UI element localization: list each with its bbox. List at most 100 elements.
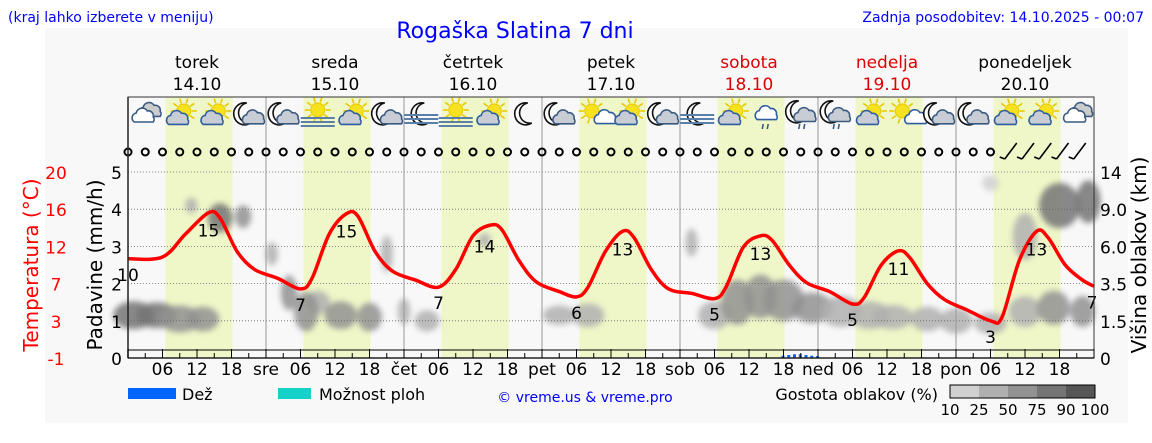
cloudy-icon [1062,101,1094,123]
wind-calm-icon [589,147,599,157]
sun-ray [621,102,627,107]
barb-shaft [1038,142,1052,160]
moon-fog-icon [404,102,439,126]
wind-calm-icon [434,147,443,157]
wind-calm-icon [813,147,823,157]
rain-drop [837,123,841,130]
sun-ray [737,98,741,104]
sun-ray [580,115,586,120]
sun-ray [224,115,230,120]
sun-ray [638,115,644,120]
precip-tick: 5 [111,164,122,184]
sun-ray [457,97,461,103]
precip-tick: 1 [111,313,122,333]
sun-disc [894,103,910,119]
barb-shaft [1055,142,1070,160]
cloud-scale-swatch [1008,385,1037,398]
wind-barb-icon [1033,142,1052,160]
legend: Dež Možnost ploh © vreme.us & vreme.pro … [128,384,1109,419]
day-date: 19.10 [863,75,912,95]
sun-ray [580,102,586,107]
moon-cloud-icon [922,102,956,126]
wind-calm-icon [382,147,392,157]
cloud-density-cell [234,205,252,229]
day-date: 20.10 [1001,75,1050,95]
sun-ray [862,102,868,107]
precipitation-axis-label: Padavine (mm/h) [83,179,107,350]
cloud-scale-swatch [950,385,979,398]
hour-tick: 12 [324,360,346,380]
sun-ray [1006,98,1011,104]
wind-calm-icon [865,147,875,157]
hour-tick: 06 [290,360,312,380]
cloud-shape [552,109,576,125]
day-abbr-tick: čet [391,360,418,380]
wind-calm-icon [313,147,323,157]
barb-flag [1051,156,1057,160]
barb-shaft [1021,142,1035,160]
wind-calm-icon [675,147,685,157]
sun-ray [586,98,591,104]
sun-ray [500,115,506,120]
hour-tick: 12 [738,360,760,380]
wind-calm-icon [951,147,961,157]
day-abbr-tick: ned [802,360,834,380]
wind-calm-icon [416,147,426,157]
cloud-shape [855,109,880,126]
hour-tick: 18 [911,360,933,380]
wind-calm-icon [917,147,926,157]
sun-ray [450,97,455,103]
partly-sunny-icon [1028,98,1060,126]
cloud-shape [338,109,362,126]
copyright-link[interactable]: © vreme.us & vreme.pro [497,390,672,406]
cloud-shape [241,109,266,125]
precip-bar [810,355,814,358]
rain-drop [802,123,806,130]
legend-cloud-density-label: Gostota oblakov (%) [775,385,938,404]
wind-calm-icon [175,147,185,157]
hour-tick: 18 [359,360,381,380]
sun-ray [351,98,355,104]
temp-tick: -1 [48,350,65,370]
moon-cloud-icon [232,102,266,126]
cloud-height-tick: 0 [1100,350,1111,370]
hour-tick: 12 [600,360,622,380]
cloudy-icon [131,101,162,123]
sun-ray [879,102,885,107]
partly-sunny-icon [476,98,508,126]
wind-calm-icon [140,147,150,157]
cloud-scale-swatch [979,385,1008,398]
temperature-label: 7 [295,296,306,316]
partly-sunny-icon [165,98,197,126]
cloud-height-tick: 3.5 [1100,276,1127,296]
wind-calm-icon [192,147,202,157]
cloud-scale-swatch [1066,385,1095,398]
temp-tick: 12 [45,238,67,258]
menu-hint[interactable]: (kraj lahko izberete v meniju) [8,10,214,26]
day-date: 17.10 [587,75,636,95]
cloud-height-axis-label: Višina oblakov (km) [1127,157,1151,354]
wind-calm-icon [209,147,219,157]
cloud-density-cell [872,305,914,330]
moon-fog-icon [680,102,715,126]
temperature-axis-label: Temperatura (°C) [19,178,43,352]
sun-disc [310,102,326,118]
hour-tick: 18 [1049,360,1071,380]
sun-ray [213,98,217,104]
day-name: četrtek [443,53,504,73]
wind-calm-icon [968,147,978,157]
barb-flag [1016,156,1023,160]
wind-calm-icon [485,147,495,157]
sun-ray [741,102,747,107]
sun-ray [489,98,493,104]
moon-cloud-icon [646,102,680,126]
sun-ray [444,101,450,106]
cloud-shape [379,109,404,125]
wind-calm-icon [744,147,754,157]
sun-ray [345,102,351,107]
wind-calm-icon [399,147,409,157]
cloud-density-cell [685,228,698,257]
hour-tick: 06 [566,360,588,380]
rain-drop [766,123,770,130]
sun-ray [597,102,603,107]
